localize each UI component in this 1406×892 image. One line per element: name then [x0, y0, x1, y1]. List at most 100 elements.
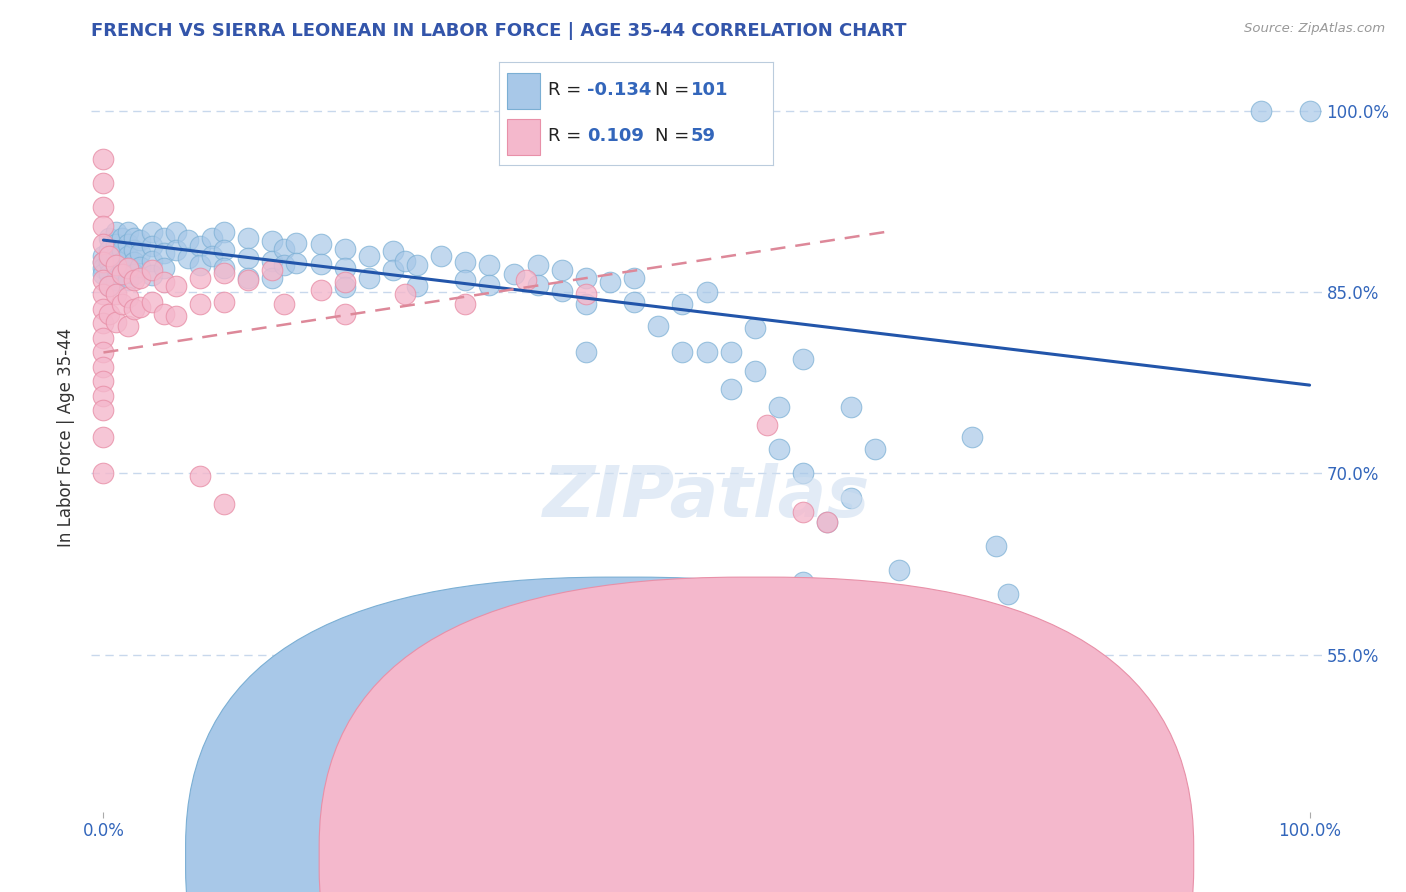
Point — [128, 270, 150, 285]
Point — [141, 239, 163, 253]
Point — [93, 331, 115, 345]
Point — [165, 225, 187, 239]
Text: N =: N = — [655, 128, 696, 145]
Point — [110, 297, 132, 311]
Point — [104, 249, 127, 263]
Point — [273, 297, 295, 311]
Point — [93, 249, 115, 263]
Point — [309, 257, 332, 271]
Point — [152, 276, 174, 290]
Point — [212, 225, 235, 239]
Point — [755, 417, 778, 432]
Point — [98, 249, 121, 263]
Point — [98, 307, 121, 321]
Point — [333, 307, 356, 321]
Point — [93, 430, 115, 444]
Point — [333, 260, 356, 275]
Point — [117, 260, 139, 275]
Text: R =: R = — [548, 128, 588, 145]
Point — [201, 230, 224, 244]
Point — [238, 270, 260, 285]
Point — [93, 236, 115, 251]
Point — [122, 301, 145, 316]
Point — [152, 260, 174, 275]
Bar — [508, 119, 540, 155]
Point — [273, 259, 295, 273]
Point — [98, 267, 121, 281]
Y-axis label: In Labor Force | Age 35-44: In Labor Force | Age 35-44 — [58, 327, 76, 547]
Point — [117, 236, 139, 251]
Point — [152, 230, 174, 244]
Point — [936, 659, 959, 673]
Point — [122, 255, 145, 269]
Point — [1118, 714, 1140, 728]
Point — [141, 263, 163, 277]
Point — [406, 259, 429, 273]
Point — [381, 244, 404, 258]
Point — [104, 260, 127, 275]
Point — [98, 230, 121, 244]
Point — [93, 260, 115, 275]
Point — [128, 300, 150, 314]
Point — [815, 515, 838, 529]
Point — [333, 280, 356, 294]
Point — [141, 294, 163, 309]
Point — [93, 152, 115, 166]
Point — [177, 233, 200, 247]
Point — [262, 263, 284, 277]
Point — [454, 255, 477, 269]
Point — [93, 176, 115, 190]
Point — [212, 266, 235, 280]
Point — [623, 270, 645, 285]
Point — [93, 345, 115, 359]
Bar — [508, 73, 540, 109]
Point — [768, 400, 790, 414]
Point — [188, 468, 211, 483]
Point — [720, 345, 742, 359]
Point — [744, 363, 766, 377]
Point — [889, 563, 911, 577]
Point — [262, 270, 284, 285]
Point — [238, 273, 260, 287]
Point — [381, 263, 404, 277]
Point — [165, 243, 187, 257]
Point — [93, 359, 115, 374]
Point — [454, 297, 477, 311]
Point — [515, 273, 537, 287]
Point — [212, 243, 235, 257]
Point — [212, 497, 235, 511]
Point — [110, 230, 132, 244]
Point — [394, 253, 416, 268]
Point — [839, 491, 862, 505]
Point — [117, 225, 139, 239]
Point — [238, 230, 260, 244]
Point — [478, 277, 501, 292]
Point — [1010, 696, 1032, 710]
Point — [110, 243, 132, 257]
Point — [744, 321, 766, 335]
Point — [478, 259, 501, 273]
Point — [117, 273, 139, 287]
Point — [526, 277, 548, 292]
Point — [122, 273, 145, 287]
Point — [262, 235, 284, 249]
Point — [110, 255, 132, 269]
Point — [575, 270, 598, 285]
Point — [104, 236, 127, 251]
Point — [98, 279, 121, 293]
Point — [526, 259, 548, 273]
Point — [768, 442, 790, 457]
Point — [141, 225, 163, 239]
Point — [1033, 635, 1056, 649]
Point — [309, 283, 332, 297]
Text: Source: ZipAtlas.com: Source: ZipAtlas.com — [1244, 22, 1385, 36]
Point — [98, 279, 121, 293]
Point — [575, 297, 598, 311]
Point — [285, 235, 308, 250]
Point — [141, 253, 163, 268]
Point — [93, 255, 115, 269]
Point — [104, 225, 127, 239]
Text: French: French — [643, 850, 693, 864]
Point — [98, 255, 121, 269]
Point — [188, 297, 211, 311]
